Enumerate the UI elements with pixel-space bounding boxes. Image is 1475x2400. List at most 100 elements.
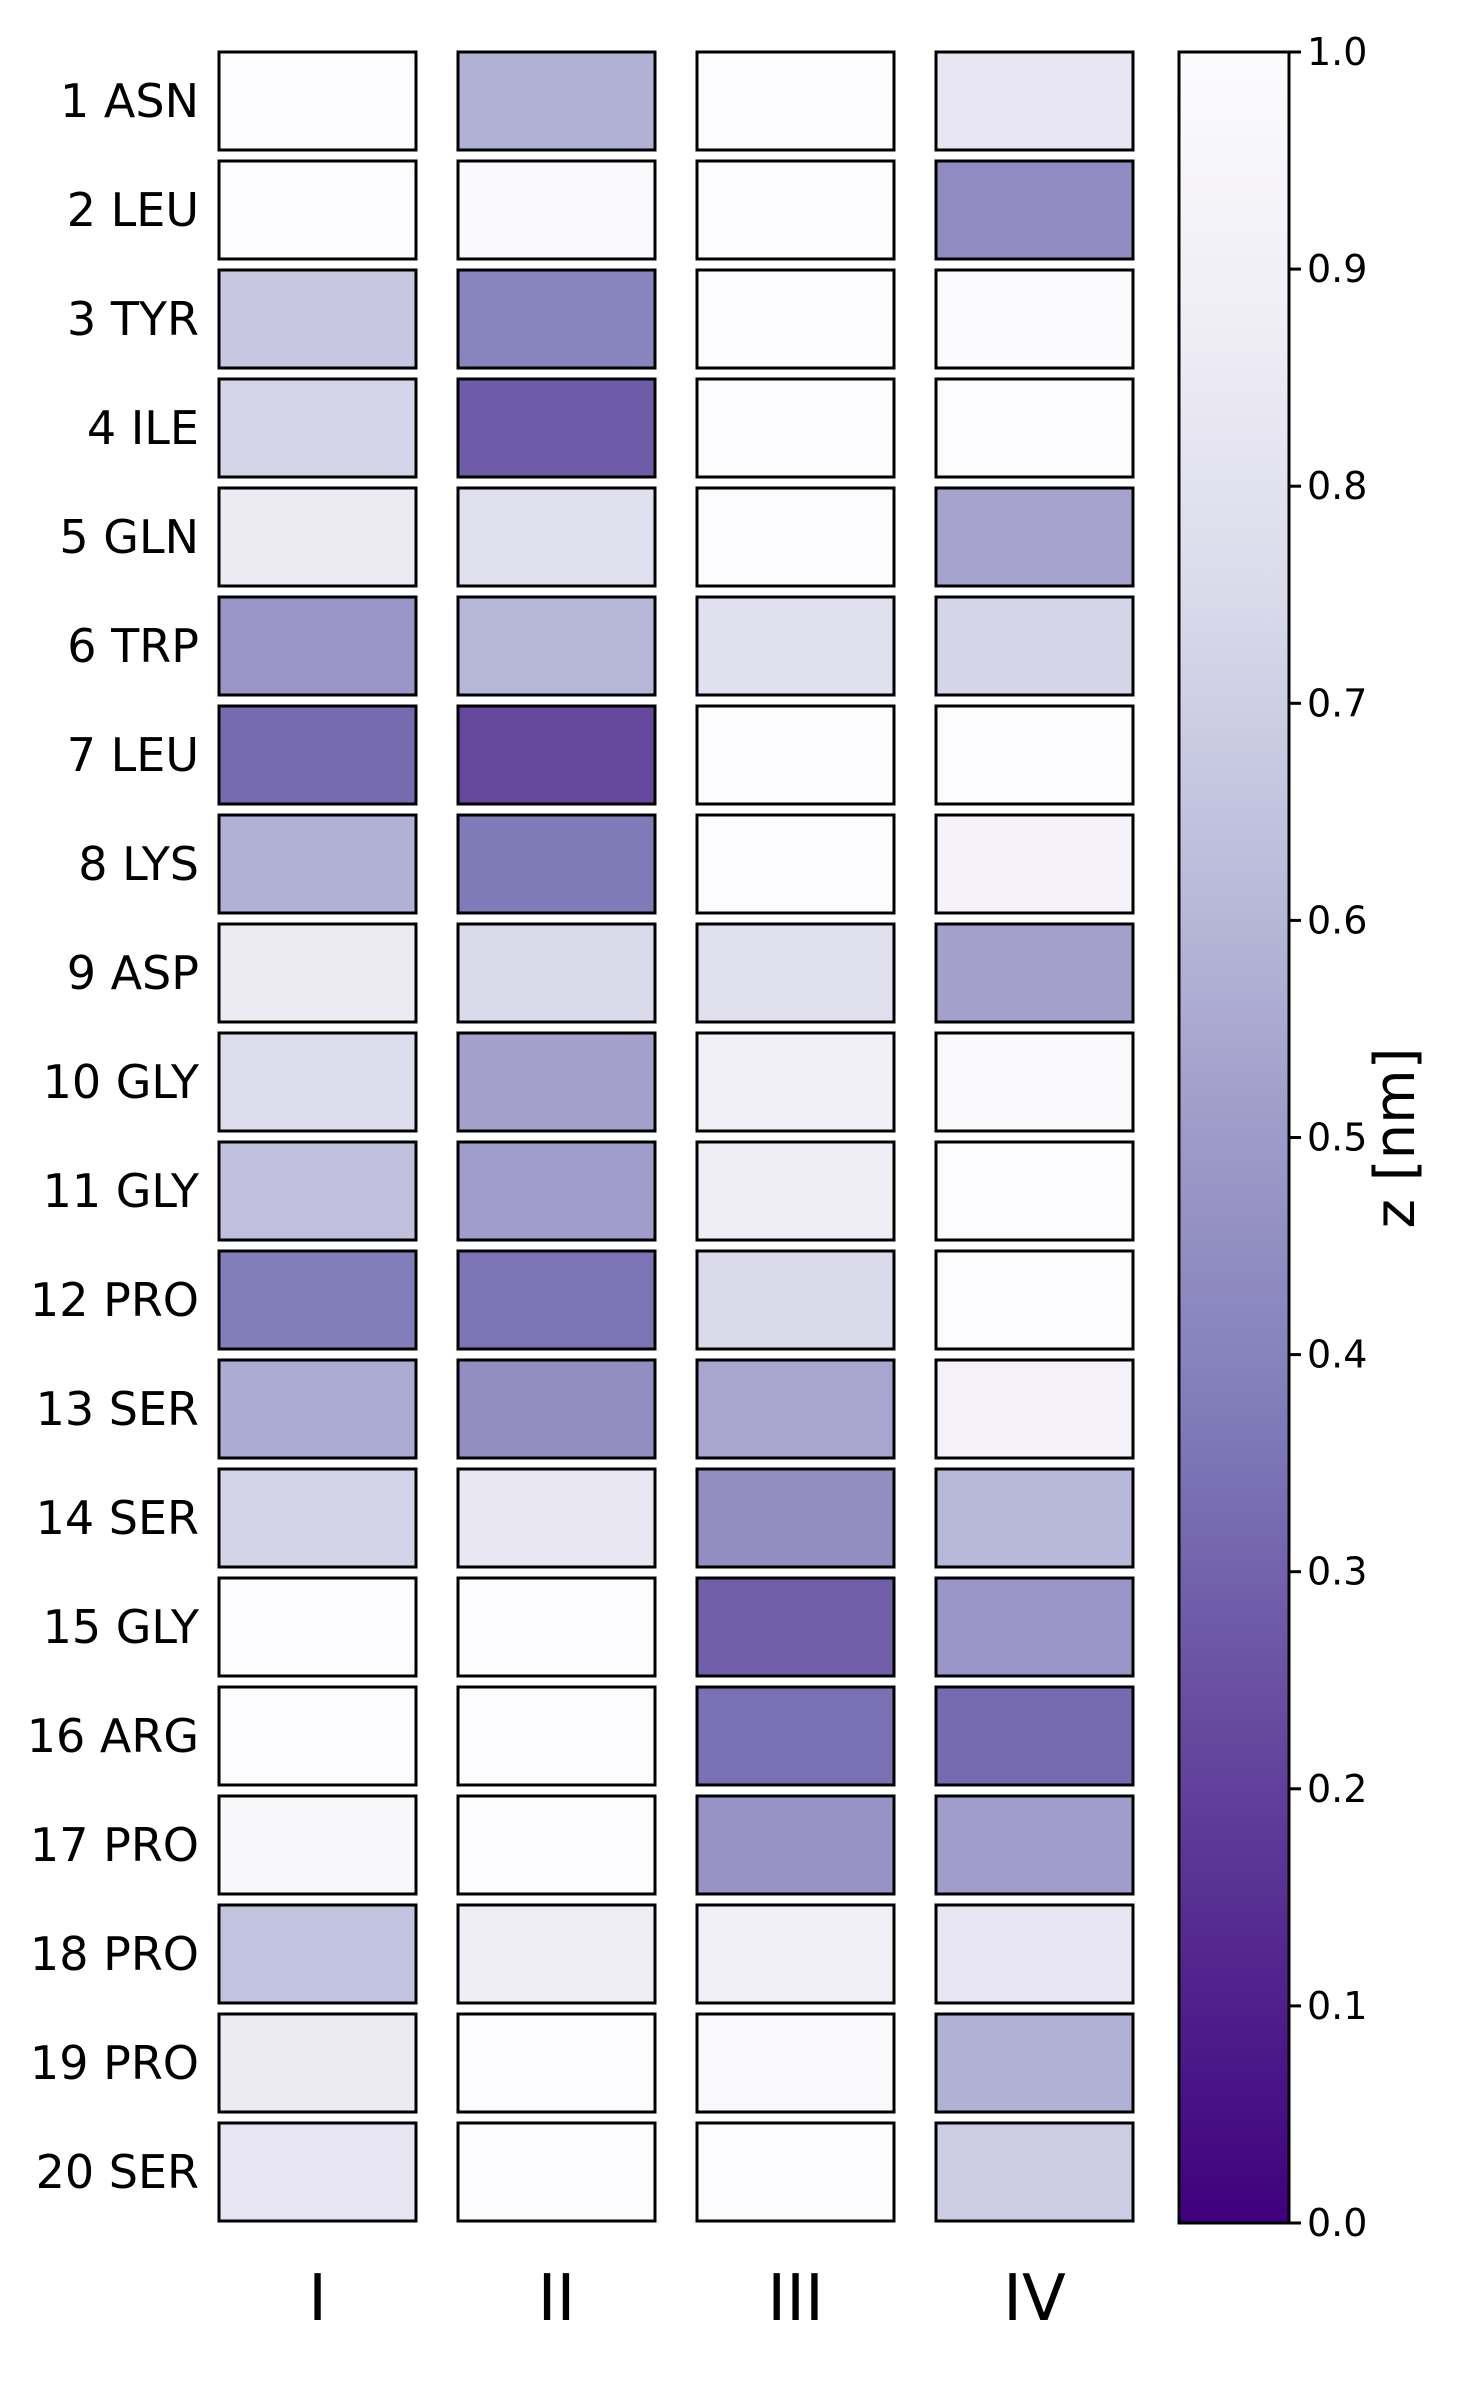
heatmap-cell xyxy=(217,1576,418,1678)
row-label: 13 SER xyxy=(36,1382,199,1436)
heatmap-cell xyxy=(217,1685,418,1787)
heatmap-cell xyxy=(934,595,1135,697)
column-labels: I II III IV xyxy=(308,2262,1066,2336)
colorbar-tick-label: 0.0 xyxy=(1307,2201,1367,2245)
colorbar-tick-label: 0.8 xyxy=(1307,464,1367,508)
heatmap-cell xyxy=(217,1031,418,1133)
row-label: 18 PRO xyxy=(30,1927,199,1981)
heatmap-cell xyxy=(217,2012,418,2114)
heatmap-cell xyxy=(934,159,1135,261)
row-label: 17 PRO xyxy=(30,1818,199,1872)
heatmap-cell xyxy=(695,1467,896,1569)
heatmap-cell xyxy=(695,704,896,806)
row-label: 19 PRO xyxy=(30,2036,199,2090)
heatmap-cell xyxy=(695,50,896,152)
heatmap-cell xyxy=(934,1031,1135,1133)
row-label: 20 SER xyxy=(36,2145,199,2199)
heatmap-cell xyxy=(934,50,1135,152)
row-label: 5 GLN xyxy=(59,510,199,564)
heatmap-cell xyxy=(695,486,896,588)
colorbar-tick-label: 0.9 xyxy=(1307,247,1367,291)
heatmap-cell xyxy=(695,1358,896,1460)
heatmap-cell xyxy=(934,1794,1135,1896)
column-label: IV xyxy=(1003,2262,1066,2336)
heatmap-cell xyxy=(456,159,657,261)
heatmap-cell xyxy=(456,1576,657,1678)
column-label: III xyxy=(767,2262,824,2336)
colorbar-tick-label: 0.3 xyxy=(1307,1550,1367,1594)
heatmap-cell xyxy=(934,922,1135,1024)
colorbar-tick-label: 1.0 xyxy=(1307,30,1367,74)
row-label: 10 GLY xyxy=(43,1055,200,1109)
heatmap-cell xyxy=(456,268,657,370)
colorbar-gradient xyxy=(1177,50,1291,2225)
colorbar-title: z [nm] xyxy=(1363,1048,1428,1229)
heatmap-cell xyxy=(934,704,1135,806)
heatmap-cell xyxy=(456,704,657,806)
heatmap-cell xyxy=(934,268,1135,370)
heatmap-cell xyxy=(217,486,418,588)
heatmap-cell xyxy=(695,1140,896,1242)
heatmap-cell xyxy=(934,1576,1135,1678)
heatmap-cell xyxy=(456,1467,657,1569)
heatmap-cell xyxy=(695,813,896,915)
heatmap-cell xyxy=(695,922,896,1024)
row-label: 12 PRO xyxy=(30,1273,199,1327)
row-label: 9 ASP xyxy=(67,946,199,1000)
heatmap-cell xyxy=(934,486,1135,588)
heatmap-cell xyxy=(217,268,418,370)
heatmap-cell xyxy=(456,813,657,915)
heatmap-cell xyxy=(217,377,418,479)
heatmap-cell xyxy=(934,2121,1135,2223)
colorbar-tick-label: 0.5 xyxy=(1307,1116,1367,1160)
heatmap-cell xyxy=(934,1685,1135,1787)
heatmap-cell xyxy=(695,1031,896,1133)
row-label: 15 GLY xyxy=(43,1600,200,1654)
colorbar-tick-label: 0.7 xyxy=(1307,681,1367,725)
heatmap-cell xyxy=(934,1249,1135,1351)
heatmap-cell xyxy=(456,1140,657,1242)
heatmap-cell xyxy=(695,2121,896,2223)
heatmap-cell xyxy=(695,159,896,261)
row-label: 2 LEU xyxy=(67,183,199,237)
heatmap-cell xyxy=(217,2121,418,2223)
row-label: 1 ASN xyxy=(60,74,199,128)
row-label: 6 TRP xyxy=(67,619,199,673)
heatmap-cell xyxy=(217,159,418,261)
heatmap-cell xyxy=(456,595,657,697)
heatmap-cell xyxy=(456,1903,657,2005)
heatmap-cell xyxy=(217,704,418,806)
heatmap-cell xyxy=(934,377,1135,479)
heatmap-cell xyxy=(934,1903,1135,2005)
heatmap-cell xyxy=(695,268,896,370)
heatmap-cell xyxy=(695,1685,896,1787)
heatmap-cell xyxy=(217,1903,418,2005)
heatmap-cell xyxy=(695,377,896,479)
heatmap-cell xyxy=(217,1467,418,1569)
heatmap-cell xyxy=(934,1358,1135,1460)
heatmap-cell xyxy=(695,595,896,697)
column-label: I xyxy=(308,2262,327,2336)
heatmap-cell xyxy=(934,1140,1135,1242)
heatmap-cell xyxy=(456,2012,657,2114)
colorbar-tick-label: 0.1 xyxy=(1307,1984,1367,2028)
colorbar: 0.0 0.1 0.2 0.3 0.4 0.5 0.6 0.7 0.8 0.9 1.0 z [nm] xyxy=(1177,30,1428,2245)
colorbar-tick-label: 0.6 xyxy=(1307,898,1367,942)
heatmap-cells xyxy=(217,50,1135,2223)
row-label: 4 ILE xyxy=(87,401,199,455)
column-label: II xyxy=(538,2262,576,2336)
heatmap-cell xyxy=(934,2012,1135,2114)
heatmap-cell xyxy=(934,1467,1135,1569)
colorbar-tick-label: 0.4 xyxy=(1307,1333,1367,1377)
row-label: 3 TYR xyxy=(67,292,199,346)
row-label: 7 LEU xyxy=(67,728,199,782)
heatmap-cell xyxy=(456,1685,657,1787)
colorbar-ticks: 0.0 0.1 0.2 0.3 0.4 0.5 0.6 0.7 0.8 0.9 1.0 xyxy=(1289,30,1367,2245)
heatmap-cell xyxy=(695,1249,896,1351)
heatmap-cell xyxy=(456,486,657,588)
heatmap-cell xyxy=(456,1031,657,1133)
heatmap-cell xyxy=(456,2121,657,2223)
row-label: 11 GLY xyxy=(43,1164,200,1218)
row-label: 16 ARG xyxy=(27,1709,199,1763)
